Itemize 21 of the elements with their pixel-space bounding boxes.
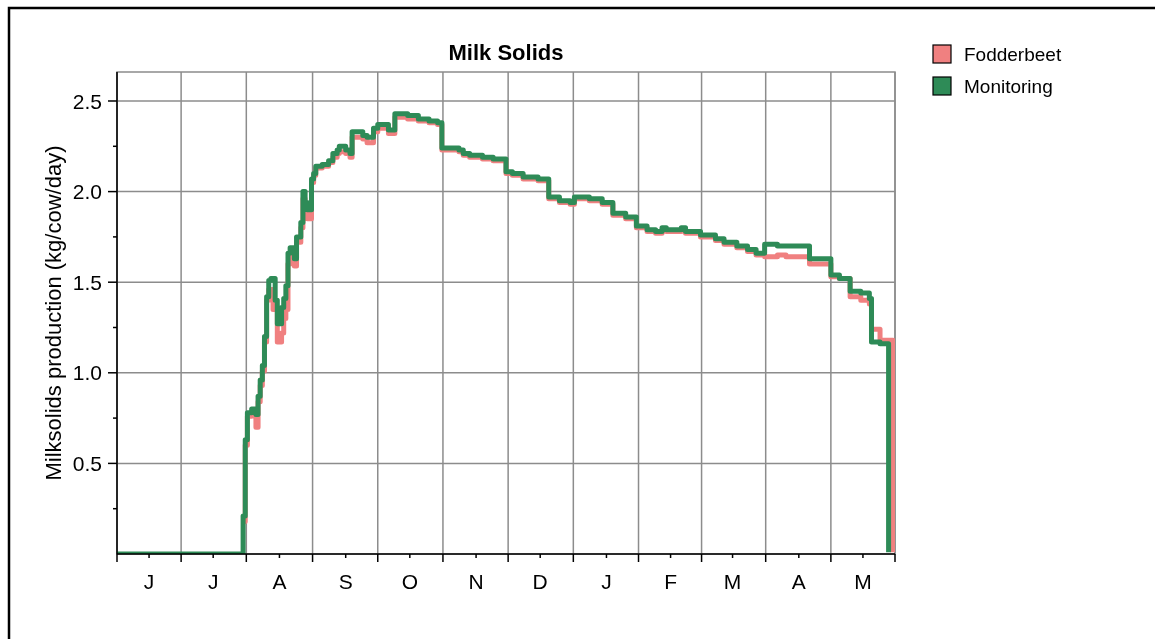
x-tick-label: A [791, 570, 806, 593]
x-tick-label: F [664, 570, 677, 593]
x-tick-label: M [723, 570, 742, 593]
x-tick-label: J [143, 570, 155, 593]
y-tick-label: 2.5 [72, 89, 102, 113]
y-axis-title: Milksolids production (kg/cow/day) [40, 145, 66, 481]
legend-label: Fodderbeet [964, 43, 1062, 65]
x-tick-label: A [272, 570, 287, 593]
x-tick-label: J [601, 570, 612, 593]
chart-title: Milk Solids [448, 40, 564, 65]
x-tick-label: S [338, 570, 353, 593]
x-tick-label: J [207, 570, 219, 593]
x-tick-label: N [468, 570, 484, 593]
x-tick-label: M [854, 570, 872, 593]
y-tick-label: 2.0 [72, 180, 102, 204]
x-tick-label: O [401, 570, 418, 593]
y-tick-label: 1.0 [72, 361, 102, 385]
legend-label: Monitoring [964, 75, 1053, 97]
x-tick-label: D [532, 570, 548, 593]
y-tick-label: 1.5 [72, 270, 102, 294]
y-tick-label: 0.5 [72, 451, 102, 475]
